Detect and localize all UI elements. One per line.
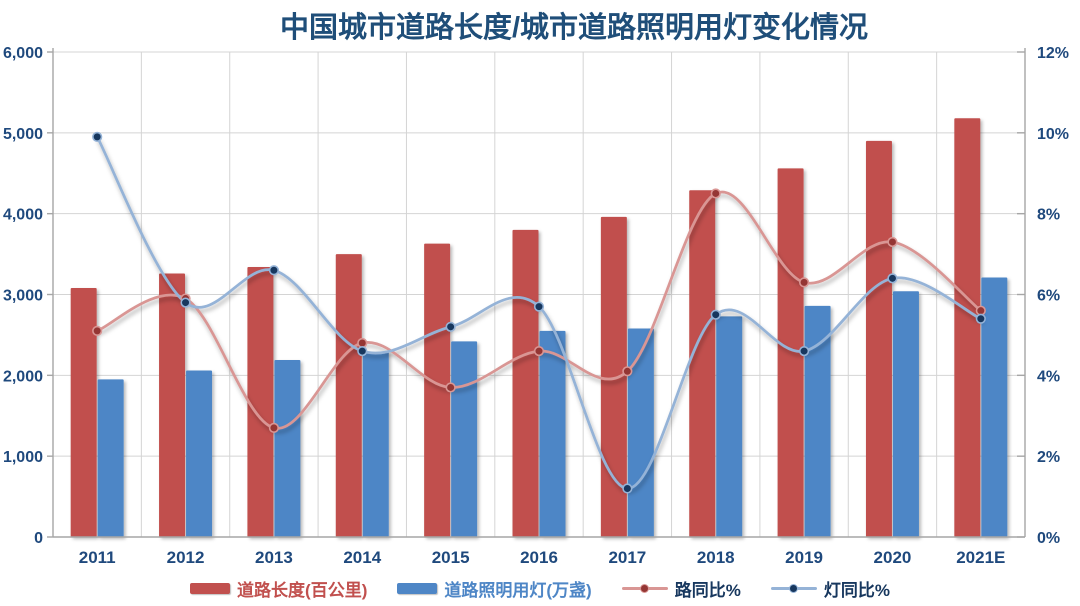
left-axis-tick-labels: 0 1,000 2,000 3,000 4,000 5,000 6,000	[3, 45, 43, 547]
x-axis-label-2017: 2017	[608, 548, 646, 567]
legend-item-road-lamps: 道路照明用灯(万盏)	[397, 576, 592, 601]
marker-icon	[445, 321, 456, 332]
x-axis-label-2015: 2015	[432, 548, 470, 567]
legend-item-lamp-yoy: 灯同比%	[770, 576, 890, 601]
bar-road-lamps-2020	[892, 291, 919, 537]
x-axis-label-2016: 2016	[520, 548, 558, 567]
marker-icon	[798, 345, 810, 357]
x-axis-label-2013: 2013	[255, 548, 293, 567]
bar-road-lamps-2021E	[981, 277, 1008, 537]
lamp-yoy-legend-label: 灯同比%	[823, 581, 890, 600]
bar-road-lamps-2014	[362, 351, 389, 537]
bar-road-length-2017	[600, 216, 627, 537]
marker-icon	[622, 366, 633, 377]
bar-road-lamps-2017	[627, 328, 654, 537]
marker-icon	[92, 131, 103, 142]
marker-icon	[357, 345, 368, 357]
marker-icon	[887, 273, 898, 284]
road-length-bar-swatch	[190, 583, 231, 594]
axes	[47, 48, 1026, 538]
legend-item-road-yoy: 路同比%	[621, 576, 741, 601]
bar-road-lamps-2018	[716, 316, 743, 537]
bar-series	[70, 118, 1008, 538]
lamp-yoy-marker-icon	[788, 583, 798, 593]
marker-icon	[268, 422, 280, 433]
marker-icon	[798, 277, 810, 288]
left-axis-label: 5,000	[3, 126, 43, 143]
marker-icon	[975, 313, 986, 324]
left-axis-label: 4,000	[3, 207, 43, 224]
marker-icon	[445, 382, 456, 393]
right-axis-tick-labels: 0% 2% 4% 6% 8% 10% 12%	[1037, 45, 1069, 547]
x-axis-label-2011: 2011	[79, 548, 116, 567]
lamp-yoy-markers	[92, 131, 986, 494]
right-axis-label: 0%	[1037, 530, 1060, 547]
x-axis-label-2021E: 2021E	[956, 548, 1005, 567]
marker-icon	[180, 297, 191, 308]
marker-icon	[533, 345, 545, 357]
x-axis-labels: 2011 2012 2013 2014 2015 2016 2017 2018 2019 2020…	[79, 548, 1006, 567]
bar-road-length-2011	[70, 288, 97, 537]
bar-road-length-2019	[777, 168, 804, 537]
bar-road-length-2012	[159, 273, 186, 537]
gridlines	[52, 51, 1026, 537]
left-axis-label: 0	[34, 530, 43, 547]
road-yoy-line-swatch	[621, 583, 668, 595]
marker-icon	[622, 483, 633, 494]
bar-road-lamps-2013	[274, 359, 301, 537]
road-yoy-marker-icon	[639, 583, 649, 593]
right-axis-label: 4%	[1037, 368, 1060, 385]
right-axis-label: 12%	[1037, 45, 1069, 62]
chart-title: 中国城市道路长度/城市道路照明用灯变化情况	[279, 12, 869, 44]
road-yoy-markers	[92, 188, 986, 433]
road-lamps-bar-swatch	[397, 583, 438, 594]
right-axis-label: 6%	[1037, 288, 1060, 305]
bar-road-lamps-2016	[539, 330, 566, 537]
marker-icon	[710, 309, 721, 320]
road-length-legend-label: 道路长度(百公里)	[237, 581, 368, 600]
road-lamps-legend-label: 道路照明用灯(万盏)	[444, 581, 592, 600]
marker-icon	[533, 301, 545, 312]
bar-road-length-2013	[247, 267, 274, 537]
bar-road-length-2015	[424, 243, 451, 537]
marker-icon	[92, 325, 103, 336]
bar-road-length-2016	[512, 229, 539, 538]
marker-icon	[268, 265, 280, 276]
road-yoy-legend-label: 路同比%	[674, 581, 741, 600]
left-axis-label: 6,000	[3, 45, 43, 62]
right-axis-label: 2%	[1037, 449, 1060, 466]
bar-road-length-2021E	[954, 118, 981, 538]
bar-road-lamps-2019	[804, 305, 831, 537]
bar-road-lamps-2015	[451, 341, 478, 537]
x-axis-label-2012: 2012	[167, 548, 205, 567]
right-axis-label: 8%	[1037, 207, 1060, 224]
x-axis-label-2019: 2019	[785, 548, 823, 567]
legend-item-road-length: 道路长度(百公里)	[190, 576, 367, 601]
bar-road-length-2018	[689, 190, 716, 537]
marker-icon	[887, 236, 898, 248]
left-axis-label: 3,000	[3, 288, 43, 305]
bar-road-lamps-2011	[97, 379, 124, 537]
bar-road-length-2014	[335, 254, 362, 538]
bar-road-lamps-2012	[186, 370, 213, 537]
x-axis-label-2018: 2018	[697, 548, 735, 567]
left-axis-label: 1,000	[3, 449, 43, 466]
chart-legend: 道路长度(百公里) 道路照明用灯(万盏) 路同比% 灯同比%	[0, 576, 1080, 601]
lamp-yoy-line	[95, 135, 983, 490]
bar-road-length-2020	[865, 140, 892, 537]
x-axis-label-2014: 2014	[343, 548, 381, 567]
x-axis-label-2020: 2020	[874, 548, 912, 567]
right-axis-label: 10%	[1037, 126, 1069, 143]
marker-icon	[710, 188, 721, 199]
left-axis-label: 2,000	[3, 368, 43, 385]
lamp-yoy-line-swatch	[770, 583, 817, 595]
